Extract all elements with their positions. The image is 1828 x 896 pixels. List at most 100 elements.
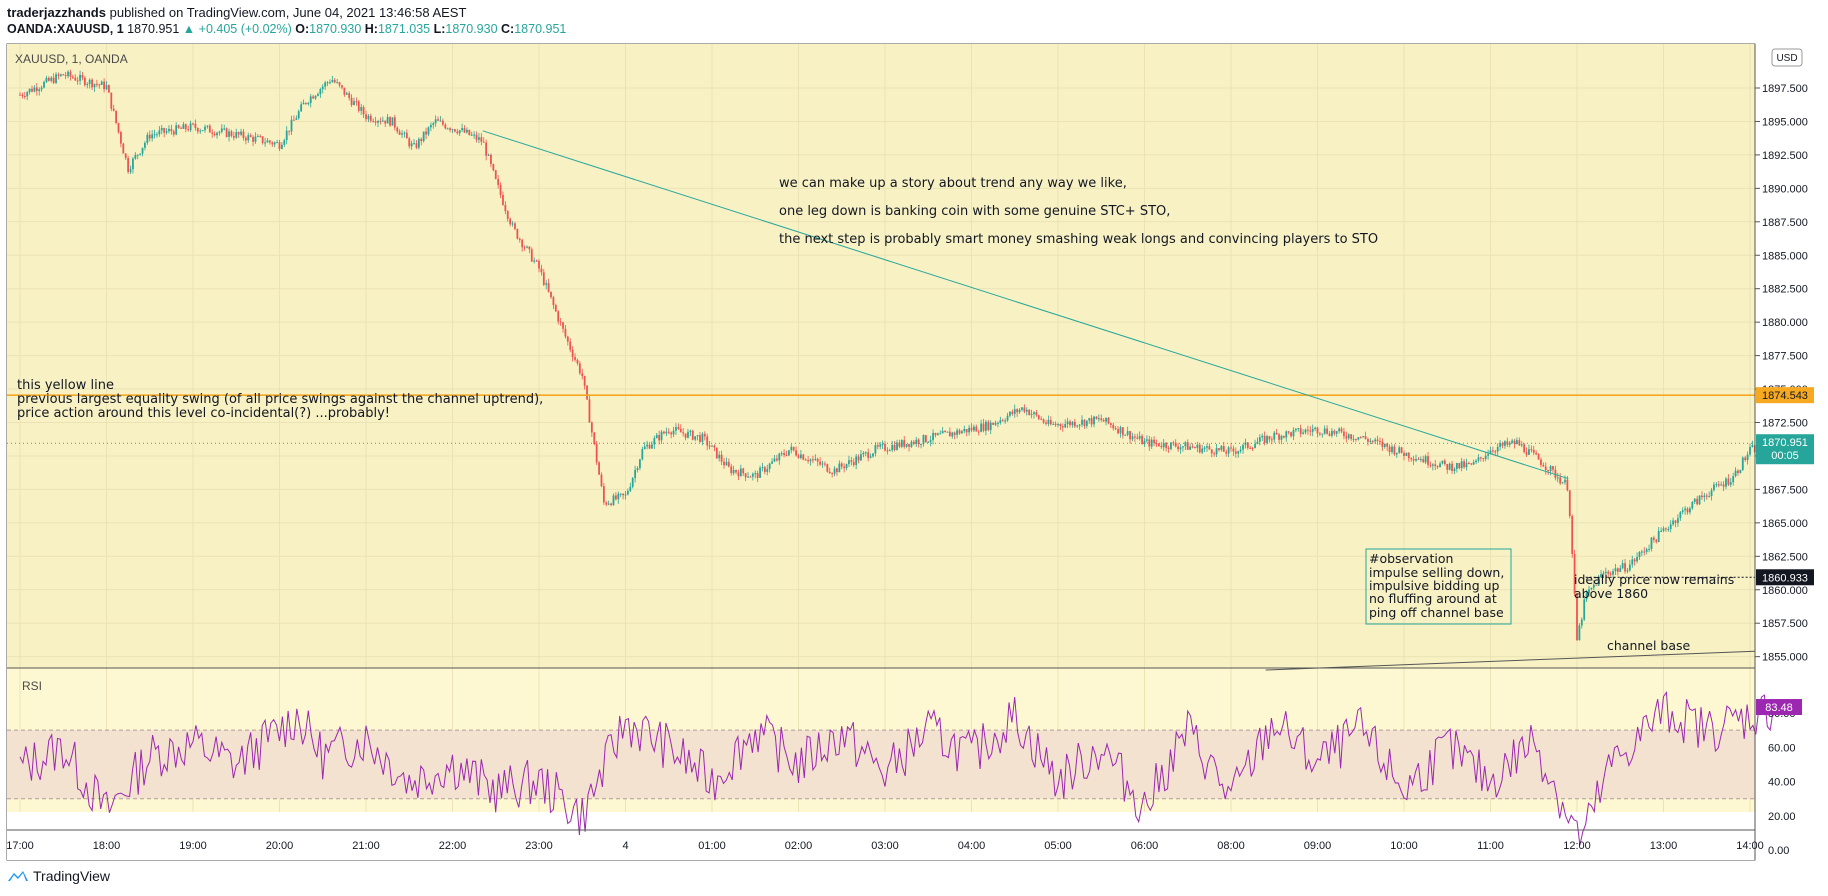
candle-body xyxy=(970,427,973,431)
candle-body xyxy=(1583,599,1586,620)
yellow-line-price-badge-text: 1874.543 xyxy=(1762,390,1808,402)
candle-body xyxy=(264,142,266,144)
candle-body xyxy=(773,458,776,462)
candle-body xyxy=(1470,463,1473,465)
candle-body xyxy=(468,129,471,136)
candle-body xyxy=(1112,424,1115,429)
time-axis[interactable] xyxy=(7,812,1755,860)
price-tick-label: 1877.500 xyxy=(1762,351,1808,363)
candle-body xyxy=(1258,437,1261,442)
candle-body xyxy=(562,322,564,329)
time-tick-label: 14:00 xyxy=(1736,840,1764,852)
candle-body xyxy=(718,454,721,459)
candle-body xyxy=(1386,443,1389,447)
time-tick-label: 09:00 xyxy=(1304,840,1332,852)
candle-body xyxy=(1729,482,1732,485)
candle-body xyxy=(1355,438,1357,440)
candle-body xyxy=(1403,452,1405,457)
candle-body xyxy=(552,297,555,306)
candle-body xyxy=(1650,537,1653,549)
candle-body xyxy=(516,228,519,239)
candle-body xyxy=(309,96,312,104)
candle-body xyxy=(1705,495,1708,497)
candle-body xyxy=(112,108,115,111)
candle-body xyxy=(1088,418,1091,421)
candle-body xyxy=(569,341,572,350)
candle-body xyxy=(1359,437,1362,439)
candle-body xyxy=(1571,516,1574,555)
candle-body xyxy=(454,129,456,132)
candle-body xyxy=(1225,451,1228,454)
candle-body xyxy=(1006,415,1009,421)
candle-body xyxy=(528,246,531,250)
candle-body xyxy=(1052,423,1055,425)
open-label: O: xyxy=(295,22,310,36)
candle-body xyxy=(874,445,877,454)
candle-body xyxy=(134,155,137,159)
candle-body xyxy=(1604,571,1607,574)
candle-body xyxy=(506,211,509,219)
candle-body xyxy=(19,94,21,96)
candle-body xyxy=(766,468,769,472)
candle-body xyxy=(663,431,665,434)
candle-body xyxy=(1172,442,1175,444)
candle-body xyxy=(1686,508,1689,513)
candle-body xyxy=(509,218,512,225)
candle-body xyxy=(1407,452,1410,459)
candle-body xyxy=(1371,440,1374,442)
low-value: 1870.930 xyxy=(445,22,498,36)
candle-body xyxy=(1398,447,1401,453)
candle-body xyxy=(1340,428,1343,432)
candle-body xyxy=(917,439,920,445)
candle-body xyxy=(208,125,211,133)
observation-box xyxy=(1365,548,1512,625)
candle-body xyxy=(1064,424,1067,428)
candle-body xyxy=(948,431,951,437)
symbol-label: OANDA:XAUUSD, 1 xyxy=(7,22,124,36)
candle-body xyxy=(1715,484,1718,486)
candle-body xyxy=(1362,436,1365,438)
currency-badge[interactable] xyxy=(1771,48,1803,67)
candle-body xyxy=(511,223,514,225)
tradingview-brand[interactable]: TradingView xyxy=(7,868,110,884)
author-name[interactable]: traderjazzhands xyxy=(7,5,106,20)
candle-body xyxy=(997,422,999,424)
candle-body xyxy=(144,142,146,148)
candle-body xyxy=(1057,424,1059,426)
candle-body xyxy=(55,74,57,84)
candle-body xyxy=(288,130,291,132)
time-tick-label: 12:00 xyxy=(1563,840,1591,852)
candle-body xyxy=(1636,556,1638,562)
candle-body xyxy=(451,129,454,131)
trend-line xyxy=(482,130,1569,480)
candle-body xyxy=(415,143,418,148)
candle-body xyxy=(985,421,987,431)
candle-body xyxy=(410,143,413,147)
candle-body xyxy=(660,431,663,441)
candle-body xyxy=(1513,440,1516,445)
candle-body xyxy=(1093,416,1095,425)
candle-body xyxy=(992,422,995,425)
last-price-badge-text: 00:05 xyxy=(1771,450,1799,462)
candle-body xyxy=(1441,460,1444,464)
candle-body xyxy=(1338,428,1341,432)
candle-body xyxy=(341,85,343,88)
candle-body xyxy=(1230,447,1232,449)
candle-body xyxy=(1561,482,1564,484)
candle-body xyxy=(1619,568,1622,572)
candle-body xyxy=(1333,430,1336,434)
candle-body xyxy=(800,454,802,459)
candle-body xyxy=(727,461,730,467)
candle-body xyxy=(1206,446,1208,448)
candle-body xyxy=(699,435,701,442)
candle-body xyxy=(153,134,156,136)
price-tick-label: 1892.500 xyxy=(1762,150,1808,162)
candle-body xyxy=(1364,436,1367,439)
candle-body xyxy=(1554,469,1557,478)
candle-body xyxy=(1568,490,1571,517)
candle-body xyxy=(1607,571,1610,574)
candle-body xyxy=(893,444,896,450)
candle-body xyxy=(1078,424,1081,426)
